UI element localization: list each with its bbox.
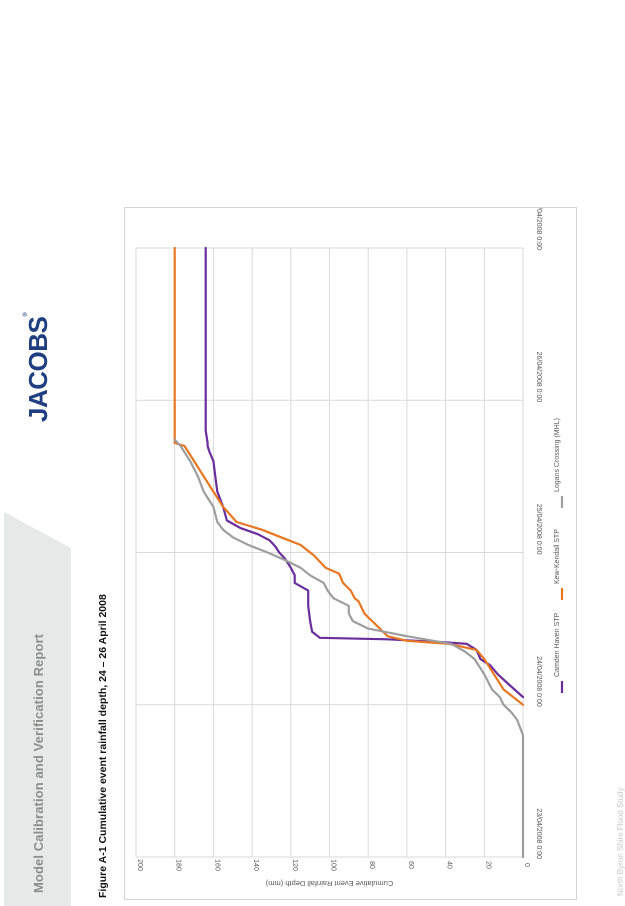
chart-series-lines <box>173 246 525 859</box>
figure-caption: Figure A-1 Cumulative event rainfall dep… <box>97 594 109 898</box>
report-title: Model Calibration and Verification Repor… <box>31 633 46 893</box>
y-tick-label: 40 <box>446 861 453 869</box>
y-tick-label: 20 <box>484 861 491 869</box>
chart-legend: Camden Haven STP Kew-Kendall STP Logans Cr… <box>554 418 564 693</box>
y-tick-label: 100 <box>330 859 337 871</box>
series-line-1 <box>204 246 525 699</box>
y-tick-label: 0 <box>523 863 530 867</box>
x-tick-label: 26/04/2008 0:00 <box>535 352 542 403</box>
x-tick-label: 24/04/2008 0:00 <box>535 656 542 707</box>
legend-label-3: Logans Crossing (MHL) <box>554 418 561 492</box>
legend-label-1: Camden Haven STP <box>554 612 561 677</box>
series-line-3 <box>173 438 525 859</box>
rainfall-chart: 23/04/2008 0:00 24/04/2008 0:00 25/04/2008… <box>135 208 564 888</box>
header-band <box>4 512 71 906</box>
chart-gridlines <box>135 247 524 858</box>
logo-text: JACOBS <box>23 316 53 422</box>
logo-registered-mark: ® <box>23 312 29 317</box>
y-axis-title: Cumulative Event Rainfall Depth (mm) <box>265 879 393 888</box>
company-logo: JACOBS® <box>23 313 54 422</box>
x-tick-label: 23/04/2008 0:00 <box>535 808 542 859</box>
y-tick-label: 120 <box>291 859 298 871</box>
y-tick-label: 140 <box>252 859 259 871</box>
y-tick-label: 80 <box>368 861 375 869</box>
y-tick-label: 160 <box>213 859 220 871</box>
x-tick-label: 25/04/2008 0:00 <box>535 504 542 555</box>
legend-label-2: Kew-Kendall STP <box>554 529 561 584</box>
y-tick-label: 200 <box>136 859 143 871</box>
chart-tick-labels: 23/04/2008 0:00 24/04/2008 0:00 25/04/2008… <box>136 208 542 888</box>
footer-text: North Byron Shire Flood Study <box>616 787 625 897</box>
y-tick-label: 180 <box>175 859 182 871</box>
series-line-2 <box>173 246 525 706</box>
x-tick-label: 27/04/2008 0:00 <box>535 208 542 250</box>
y-tick-label: 60 <box>407 861 414 869</box>
chart-frame: 23/04/2008 0:00 24/04/2008 0:00 25/04/2008… <box>124 207 577 900</box>
